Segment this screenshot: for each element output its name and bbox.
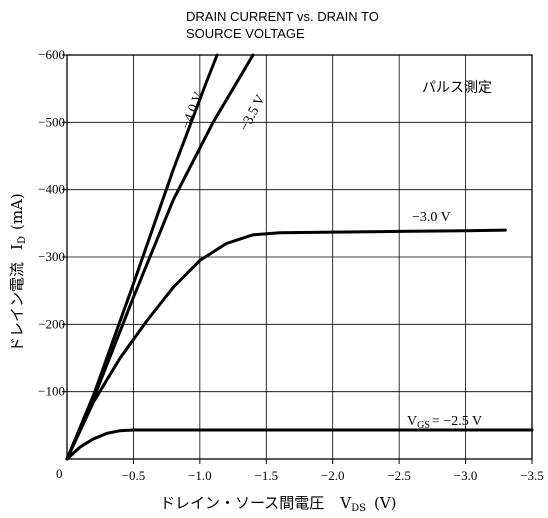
- chart-title-line2: SOURCE VOLTAGE: [186, 26, 305, 41]
- annotation-pulse-measurement: パルス測定: [422, 80, 492, 96]
- plot-frame: [66, 54, 533, 460]
- y-tick-label: −500: [38, 114, 65, 129]
- series-label-3v: −3.0 V: [412, 210, 451, 225]
- series-label-3-5v: −3.5 V: [237, 93, 268, 134]
- y-axis-subscript: D: [17, 236, 28, 244]
- vgs-symbol: V: [407, 414, 417, 429]
- y-axis-label-text: ドレイン電流: [8, 262, 26, 352]
- vgs-subscript: GS: [417, 420, 430, 431]
- series-line-3v: [65, 228, 507, 461]
- x-tick-label: −3.5: [520, 468, 544, 483]
- x-axis-label: ドレイン・ソース間電圧 VDS (V): [160, 494, 397, 514]
- y-tick-label: −600: [38, 47, 65, 62]
- y-axis-label: ドレイン電流 ID (mA): [8, 193, 28, 352]
- x-axis-symbol: V: [339, 494, 352, 512]
- x-tick-label: −3.0: [454, 468, 478, 483]
- origin-label: 0: [56, 466, 63, 481]
- series-line-2-5v: [65, 428, 534, 461]
- grid: [67, 54, 533, 459]
- x-tick-label: −1.0: [188, 468, 212, 483]
- y-axis-unit: (mA): [8, 193, 26, 230]
- x-axis-subscript: DS: [351, 503, 366, 514]
- y-tick-label: −400: [38, 182, 65, 197]
- series-lines: [65, 53, 534, 461]
- chart-title-line1: DRAIN CURRENT vs. DRAIN TO: [186, 9, 379, 24]
- series-label-2-5v: VGS = −2.5 V: [407, 414, 482, 431]
- y-tick-label: −300: [38, 249, 65, 264]
- y-tick-label: −100: [38, 384, 65, 399]
- y-tick-label: −200: [38, 316, 65, 331]
- series-label-4v: −4.0 V: [179, 90, 207, 132]
- x-axis-label-text: ドレイン・ソース間電圧: [160, 494, 324, 512]
- x-tick-label: −2.5: [387, 468, 411, 483]
- x-axis-unit: (V): [374, 494, 397, 512]
- x-tick-label: −1.5: [254, 468, 278, 483]
- tick-labels: −0.5 −1.0 −1.5 −2.0 −2.5 −3.0 −3.5 −100 −200 −300…: [38, 47, 544, 483]
- y-axis-symbol: I: [8, 244, 26, 250]
- x-tick-label: −0.5: [122, 468, 146, 483]
- x-tick-label: −2.0: [321, 468, 345, 483]
- vgs-value: = −2.5 V: [432, 414, 482, 429]
